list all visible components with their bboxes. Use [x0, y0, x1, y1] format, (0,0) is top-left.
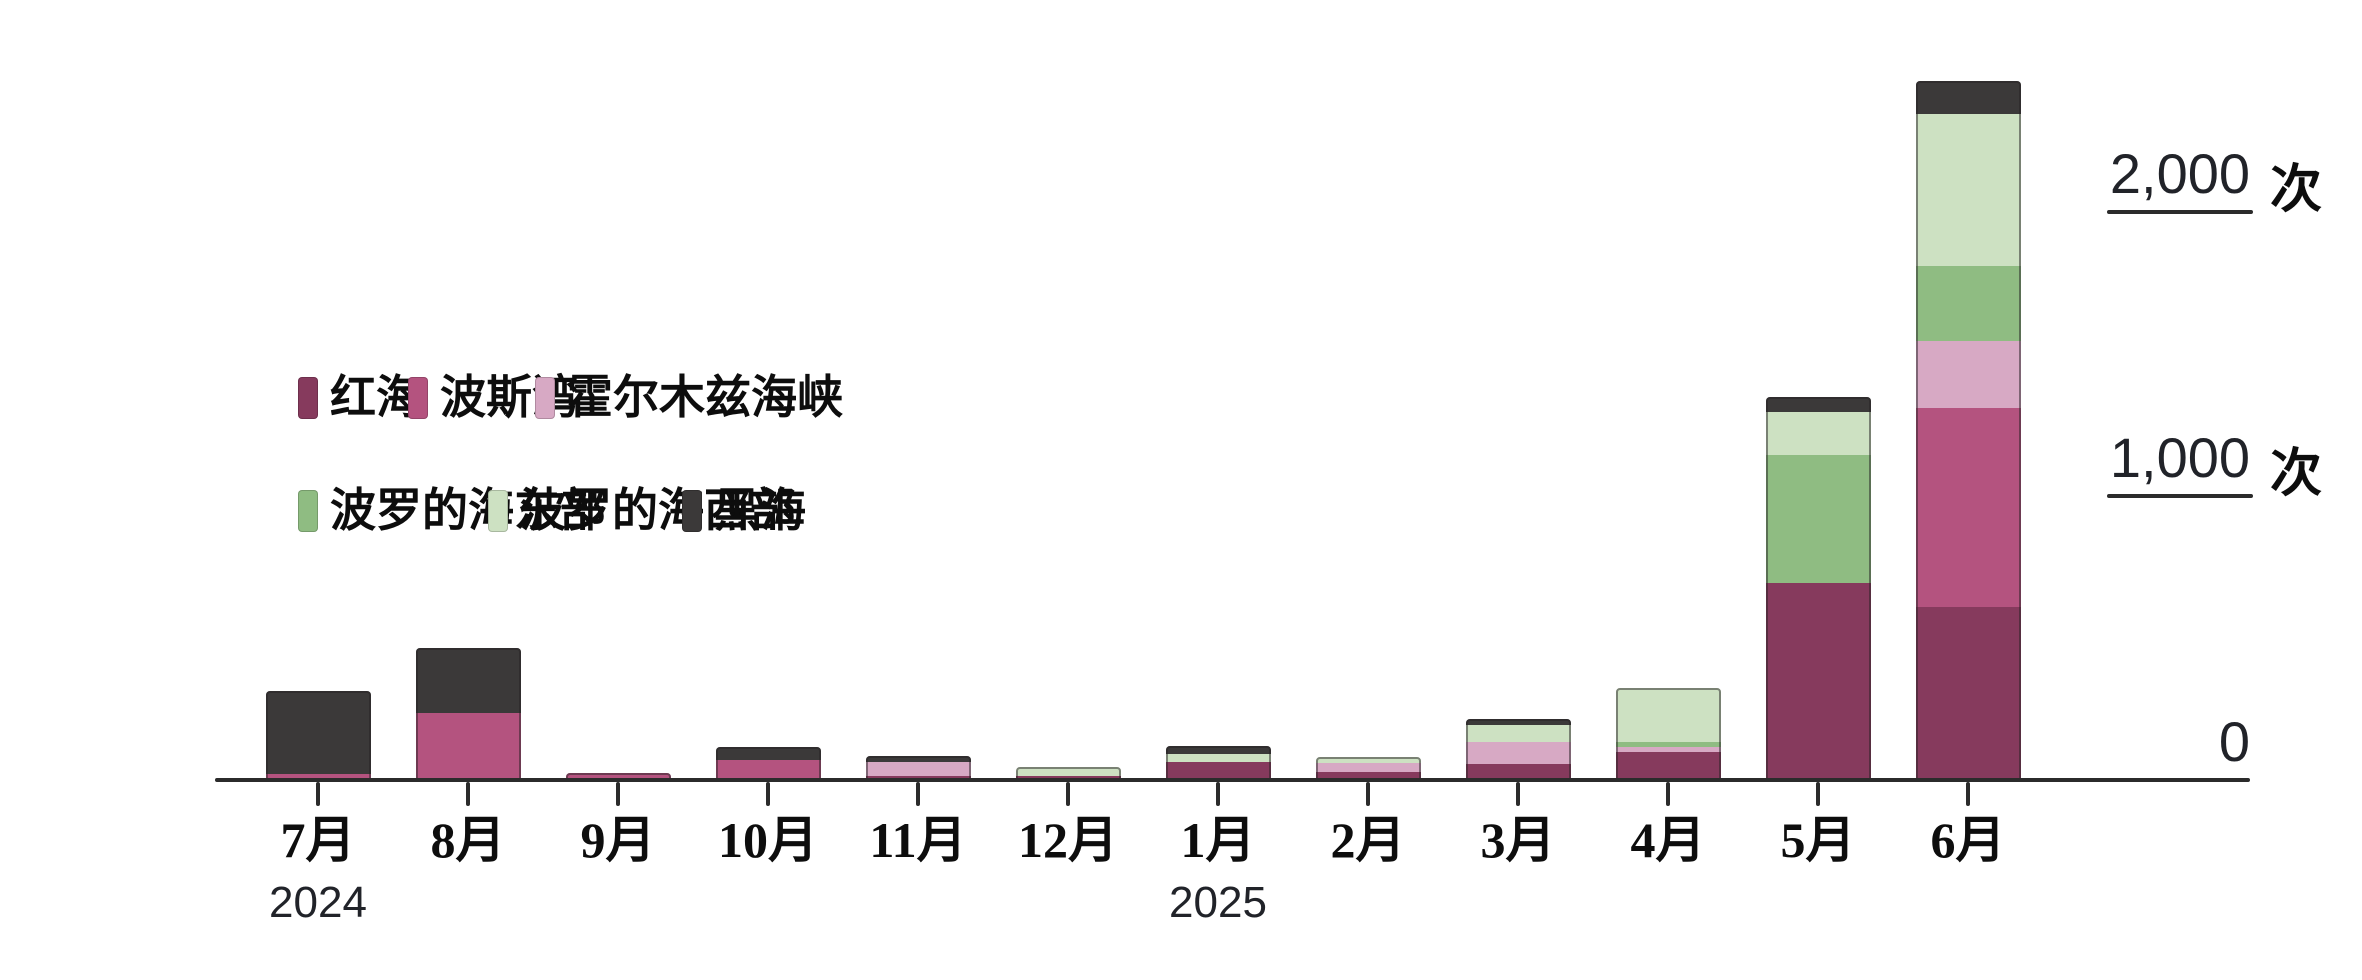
x-axis-month-label: 9月 [580, 812, 656, 868]
bar-6月 [1915, 81, 2021, 780]
y-tick-value: 1,000 [2109, 426, 2250, 489]
x-axis-tick [1366, 782, 1370, 806]
bar-segment [1465, 719, 1571, 725]
legend-swatch [682, 490, 702, 532]
bar-segment [715, 760, 821, 780]
bar-segment [1465, 764, 1571, 780]
y-tick-line [2107, 210, 2253, 214]
legend-label: 黑海 [714, 485, 806, 536]
bar-segment [1315, 771, 1421, 780]
bar-segment [865, 756, 971, 762]
bar-segment [1165, 761, 1271, 780]
bar-12月 [1015, 767, 1121, 780]
bar-segment [415, 713, 521, 780]
x-axis-tick [1216, 782, 1220, 806]
bar-2月 [1315, 757, 1421, 780]
bar-segment [1765, 412, 1871, 455]
x-axis-tick [466, 782, 470, 806]
x-axis-month-label: 3月 [1480, 812, 1556, 868]
y-tick-unit: 次 [2270, 446, 2323, 503]
bar-11月 [865, 756, 971, 780]
bar-1月 [1165, 745, 1271, 780]
bar-segment [1315, 757, 1421, 763]
bar-segment [1915, 114, 2021, 267]
x-axis-line [215, 778, 2250, 782]
bar-segment [865, 761, 971, 776]
bar-segment [1165, 745, 1271, 755]
bar-segment [1465, 724, 1571, 742]
y-tick-label: 2,000 次 [1900, 136, 2322, 227]
x-axis-year-label: 2024 [269, 878, 367, 927]
bar-7月 [265, 690, 371, 780]
bar-5月 [1765, 396, 1871, 780]
legend-swatch [298, 490, 318, 532]
y-tick-value: 0 [2218, 710, 2250, 773]
bar-segment [865, 775, 971, 780]
x-axis-tick [1066, 782, 1070, 806]
bar-9月 [565, 772, 671, 780]
x-axis-month-label: 11月 [869, 812, 967, 868]
bar-segment [1915, 81, 2021, 115]
legend-swatch [535, 377, 555, 419]
y-tick-label: 0 [1900, 704, 2250, 795]
bar-segment [1615, 741, 1721, 748]
x-axis-tick [766, 782, 770, 806]
legend-label: 波斯湾 [440, 372, 578, 423]
legend-label: 红海 [330, 372, 422, 423]
legend-swatch [298, 377, 318, 419]
x-axis-month-label: 8月 [430, 812, 506, 868]
legend-swatch [488, 490, 508, 532]
bar-segment [1765, 396, 1871, 413]
bar-3月 [1465, 719, 1571, 780]
x-axis-tick [1516, 782, 1520, 806]
bar-segment [1915, 341, 2021, 409]
x-axis-month-label: 6月 [1930, 812, 2006, 868]
x-axis-tick [316, 782, 320, 806]
y-tick-value: 2,000 [2109, 142, 2250, 205]
bar-10月 [715, 747, 821, 780]
bar-segment [1465, 741, 1571, 765]
x-axis-month-label: 7月 [280, 812, 356, 868]
bar-segment [1615, 687, 1721, 742]
bar-segment [415, 648, 521, 714]
bar-segment [265, 690, 371, 775]
x-axis-month-label: 4月 [1630, 812, 1706, 868]
y-tick-label: 1,000 次 [1900, 420, 2322, 511]
bar-segment [1915, 408, 2021, 607]
y-tick-unit: 次 [2270, 162, 2323, 219]
bar-segment [565, 772, 671, 780]
bar-segment [1915, 266, 2021, 342]
bar-segment [1015, 775, 1121, 780]
legend-label: 波罗的海东部 [330, 485, 606, 536]
bar-segment [715, 747, 821, 761]
y-tick-line [2107, 494, 2253, 498]
bar-segment [1615, 751, 1721, 780]
x-axis-month-label: 1月 [1180, 812, 1256, 868]
x-axis-tick [1966, 782, 1970, 806]
bar-segment [265, 774, 371, 780]
bar-8月 [415, 648, 521, 780]
x-axis-tick [1666, 782, 1670, 806]
x-axis-tick [616, 782, 620, 806]
x-axis-tick [1816, 782, 1820, 806]
bar-segment [1915, 606, 2021, 780]
bar-4月 [1615, 687, 1721, 780]
bar-segment [1315, 763, 1421, 772]
x-axis-month-label: 10月 [718, 812, 818, 868]
legend-swatch [408, 377, 428, 419]
bar-segment [1765, 454, 1871, 583]
x-axis-month-label: 5月 [1780, 812, 1856, 868]
bar-segment [1015, 767, 1121, 776]
x-axis-month-label: 2月 [1330, 812, 1406, 868]
legend-label: 波罗的海西部 [520, 485, 796, 536]
x-axis-tick [916, 782, 920, 806]
x-axis-month-label: 12月 [1018, 812, 1118, 868]
legend-label: 霍尔木兹海峡 [567, 372, 843, 423]
bar-segment [1165, 754, 1271, 762]
bar-segment [1765, 582, 1871, 780]
bar-segment [1615, 747, 1721, 752]
x-axis-year-label: 2025 [1169, 878, 1267, 927]
